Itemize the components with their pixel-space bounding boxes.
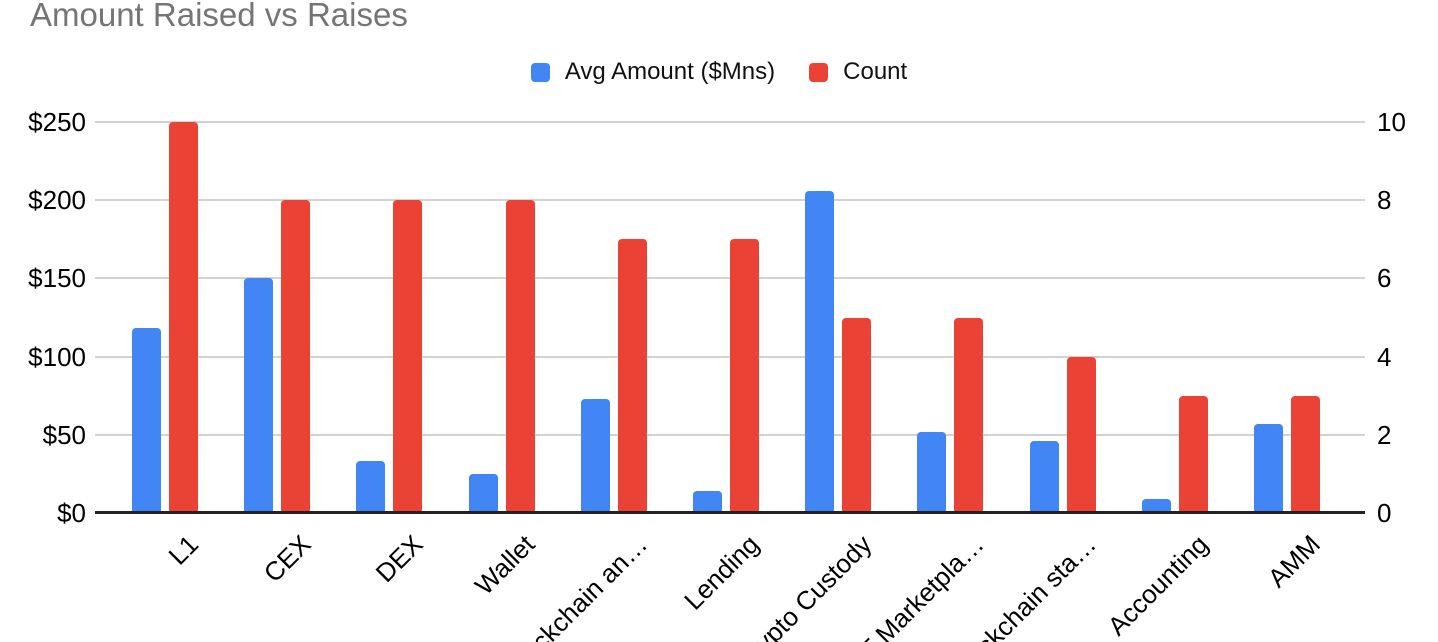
- bar-group: [894, 122, 1006, 513]
- x-axis-label: L1: [162, 529, 205, 571]
- left-axis-tick: $50: [42, 419, 86, 450]
- left-axis-labels: $0 $50 $100 $150 $200 $250: [0, 109, 86, 526]
- bar-group: [782, 122, 894, 513]
- gridlines: [95, 121, 1365, 513]
- x-axis-slot: Blockchain an…: [499, 513, 670, 642]
- avg-amount-bar[interactable]: [356, 461, 386, 513]
- right-axis-tick: 10: [1377, 107, 1406, 137]
- right-axis-tick: 8: [1377, 185, 1392, 216]
- count-bar[interactable]: [1178, 395, 1208, 513]
- count-bar[interactable]: [954, 317, 984, 513]
- gridline: [95, 121, 1365, 123]
- bar-group: [558, 122, 670, 513]
- x-axis-line: [95, 511, 1365, 514]
- avg-amount-bar[interactable]: [132, 328, 162, 513]
- avg-amount-bar[interactable]: [693, 491, 723, 513]
- x-axis-label: Lending: [678, 529, 766, 616]
- count-bar[interactable]: [617, 239, 647, 513]
- count-bar[interactable]: [1290, 395, 1320, 513]
- count-bar[interactable]: [281, 200, 311, 513]
- bar-group: [1007, 122, 1119, 513]
- avg-amount-bar[interactable]: [1141, 498, 1171, 513]
- legend-swatch-count: [809, 62, 829, 82]
- left-axis-tick: $150: [28, 263, 86, 294]
- avg-amount-bar[interactable]: [580, 398, 610, 513]
- right-axis-labels: 0 2 4 6 8 10: [1377, 109, 1437, 526]
- x-axis-label: CEX: [257, 529, 317, 589]
- x-axis-labels: L1 CEX DEX Wallet Blockchain an… Lending Crypt…: [109, 513, 1343, 642]
- bar-group: [1231, 122, 1343, 513]
- right-axis-tick: 0: [1377, 498, 1392, 528]
- count-bar[interactable]: [1066, 356, 1096, 513]
- bar-group: [221, 122, 333, 513]
- avg-amount-bar[interactable]: [917, 431, 947, 513]
- legend-label-avg-amount: Avg Amount ($Mns): [564, 58, 776, 85]
- gridline: [95, 277, 1365, 280]
- x-axis-slot: L1: [109, 513, 221, 642]
- legend: Avg Amount ($Mns) Count: [0, 57, 1438, 87]
- left-axis-tick: $250: [28, 107, 86, 137]
- x-axis-slot: Blockchain sta…: [944, 513, 1119, 642]
- bar-group: [446, 122, 558, 513]
- legend-label-count: Count: [843, 58, 908, 85]
- avg-amount-bar[interactable]: [468, 473, 498, 513]
- gridline: [95, 355, 1365, 358]
- left-axis-tick: $0: [57, 498, 86, 528]
- right-axis-tick: 6: [1377, 263, 1392, 294]
- gridline: [95, 433, 1365, 436]
- left-axis-tick: $200: [28, 185, 86, 216]
- count-bar[interactable]: [730, 239, 760, 513]
- legend-swatch-avg-amount: [530, 62, 550, 82]
- legend-item-avg-amount[interactable]: Avg Amount ($Mns): [530, 58, 776, 86]
- x-axis-label: Accounting: [1101, 529, 1214, 642]
- x-axis-slot: Accounting: [1102, 513, 1231, 642]
- x-axis-label: Wallet: [469, 529, 541, 601]
- avg-amount-bar[interactable]: [244, 278, 274, 513]
- count-bar[interactable]: [505, 200, 535, 513]
- avg-amount-bar[interactable]: [1029, 441, 1059, 513]
- legend-item-count[interactable]: Count: [809, 58, 907, 86]
- bar-group: [670, 122, 782, 513]
- gridline: [95, 199, 1365, 202]
- x-axis-label: DEX: [369, 529, 429, 589]
- bar-group: [109, 122, 221, 513]
- right-axis-tick: 2: [1377, 419, 1392, 450]
- count-bar[interactable]: [842, 317, 872, 513]
- x-axis-slot: CEX: [221, 513, 333, 642]
- chart-title: Amount Raised vs Raises: [30, 0, 408, 33]
- x-axis-slot: DEX: [333, 513, 445, 642]
- bars-layer: [109, 122, 1343, 513]
- x-axis-slot: AMM: [1231, 513, 1343, 642]
- avg-amount-bar[interactable]: [1253, 423, 1283, 513]
- plot-area: [95, 121, 1365, 514]
- bar-group: [1119, 122, 1231, 513]
- bar-group: [333, 122, 445, 513]
- count-bar[interactable]: [393, 200, 423, 513]
- x-axis-label: AMM: [1262, 529, 1327, 594]
- left-axis-tick: $100: [28, 341, 86, 372]
- right-axis-tick: 4: [1377, 341, 1392, 372]
- count-bar[interactable]: [169, 122, 199, 513]
- avg-amount-bar[interactable]: [805, 190, 835, 513]
